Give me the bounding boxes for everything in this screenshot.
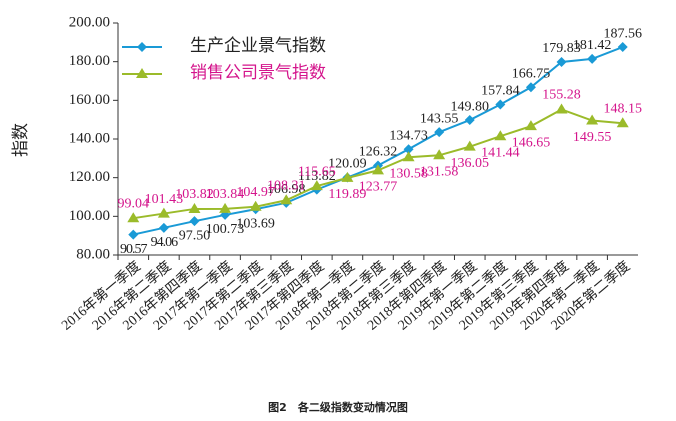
data-label: 104.97	[236, 185, 275, 200]
marker	[127, 212, 140, 223]
marker	[616, 117, 629, 128]
marker	[464, 115, 475, 126]
data-label: 108.31	[267, 178, 306, 193]
marker	[434, 127, 445, 138]
marker	[158, 222, 169, 233]
data-label: 179.83	[542, 41, 581, 56]
data-label: 149.80	[451, 99, 490, 114]
data-label: 120.09	[328, 157, 367, 172]
y-tick-label: 180.00	[69, 53, 110, 69]
data-label: 143.55	[420, 111, 459, 126]
data-label: 119.89	[328, 187, 366, 202]
data-label: 100.73	[206, 222, 245, 237]
data-label: 103.69	[236, 216, 275, 231]
marker	[372, 164, 384, 175]
legend-marker	[136, 68, 148, 78]
data-label: 113.82	[298, 169, 336, 184]
data-label: 101.43	[145, 192, 184, 207]
marker	[249, 200, 262, 211]
marker	[495, 99, 506, 110]
marker	[219, 202, 232, 213]
marker	[188, 202, 201, 213]
marker	[157, 207, 170, 218]
data-label: 123.77	[359, 180, 398, 195]
data-label: 103.84	[206, 187, 245, 202]
marker	[128, 229, 139, 240]
legend-label: 生产企业景气指数	[190, 36, 326, 55]
data-label: 134.73	[389, 128, 428, 143]
data-label: 131.58	[420, 164, 459, 179]
marker	[524, 120, 537, 131]
marker	[556, 56, 567, 67]
marker	[310, 180, 323, 191]
data-label: 90.57	[120, 242, 148, 257]
y-tick-label: 80.00	[76, 246, 110, 262]
data-label: 146.65	[512, 135, 551, 150]
data-label: 126.32	[359, 145, 398, 160]
marker	[586, 114, 599, 125]
marker	[280, 194, 293, 205]
y-tick-label: 200.00	[69, 14, 110, 30]
data-label: 115.65	[298, 164, 336, 179]
caption: 图2 各二级指数变动情况图	[268, 400, 408, 414]
data-label: 97.50	[179, 228, 211, 243]
marker	[525, 82, 536, 93]
marker	[463, 140, 476, 151]
data-label: 181.42	[573, 38, 612, 53]
data-label: 130.58	[389, 166, 428, 181]
data-label: 136.05	[451, 156, 490, 171]
y-tick-label: 140.00	[69, 130, 110, 146]
data-label: 141.44	[481, 145, 520, 160]
marker	[433, 149, 446, 160]
y-axis-label: 指数	[11, 123, 30, 157]
data-label: 155.28	[542, 88, 581, 103]
marker	[587, 53, 598, 64]
data-label: 166.75	[512, 67, 551, 82]
marker	[341, 171, 354, 182]
marker	[189, 216, 200, 227]
marker	[555, 103, 568, 114]
y-tick-label: 160.00	[69, 92, 110, 108]
data-label: 149.55	[573, 130, 612, 145]
legend-label: 销售公司景气指数	[190, 63, 326, 82]
data-label: 106.98	[267, 182, 306, 197]
data-label: 94.06	[151, 235, 179, 250]
marker	[403, 144, 414, 155]
legend-marker	[137, 42, 147, 52]
marker	[617, 42, 628, 53]
data-label: 187.56	[603, 26, 642, 41]
data-label: 148.15	[603, 101, 642, 116]
data-label: 103.82	[175, 187, 214, 202]
data-label: 99.04	[118, 196, 150, 211]
marker	[402, 151, 415, 162]
data-label: 157.84	[481, 84, 520, 99]
y-tick-label: 120.00	[69, 169, 110, 185]
marker	[494, 130, 507, 141]
y-tick-label: 100.00	[69, 208, 110, 224]
